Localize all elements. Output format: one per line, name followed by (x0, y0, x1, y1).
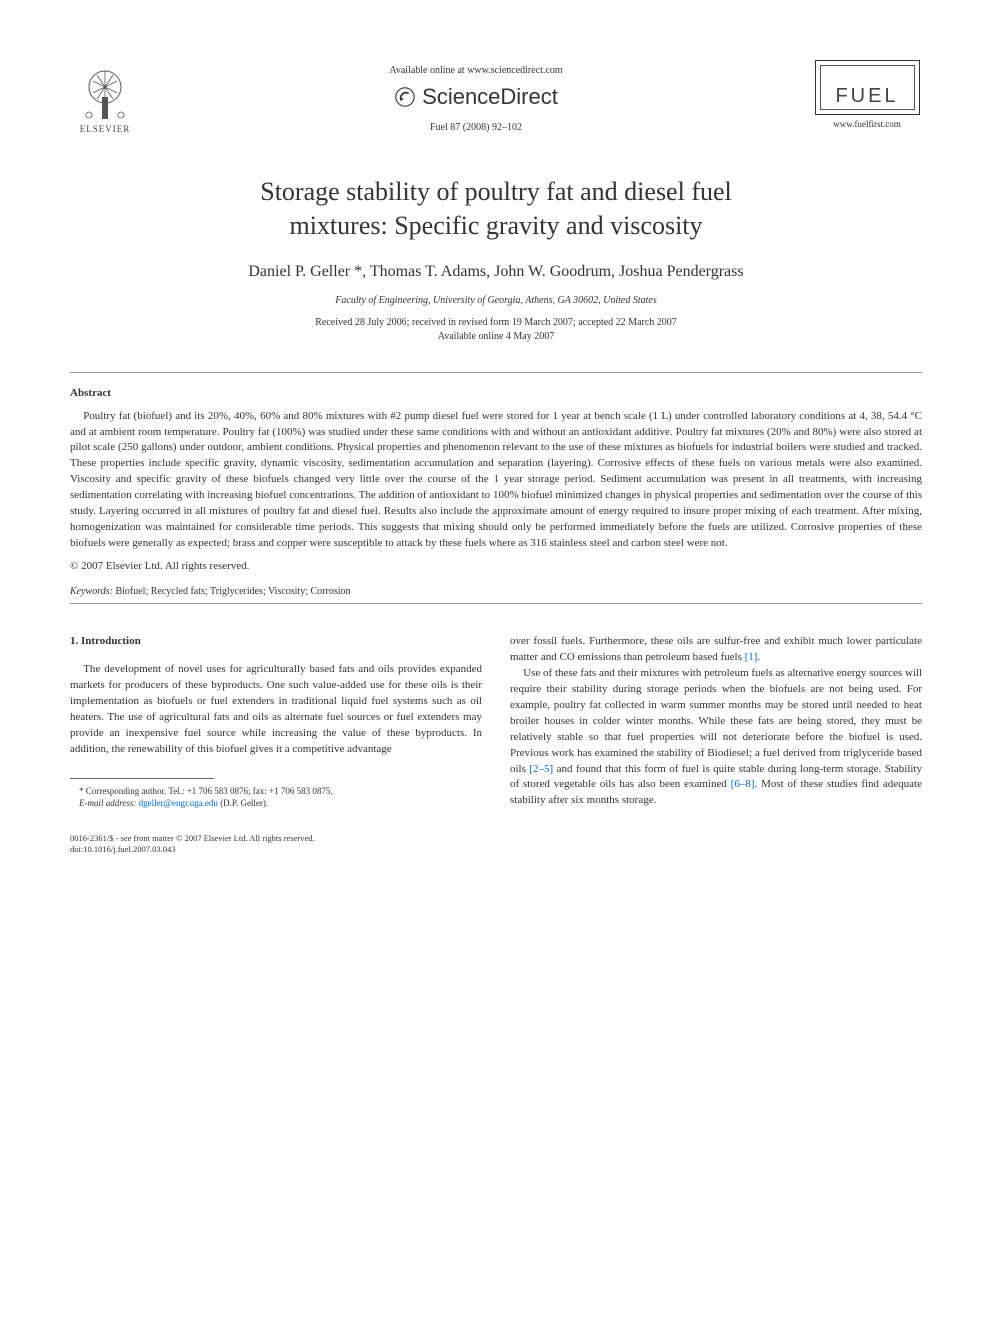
fuel-url: www.fuelfirst.com (833, 119, 900, 129)
doi-line: doi:10.1016/j.fuel.2007.03.043 (70, 844, 922, 855)
footnote-email-link[interactable]: dgeller@engr.uga.edu (139, 798, 218, 808)
abstract-heading: Abstract (70, 387, 922, 399)
page-header: ELSEVIER Available online at www.science… (70, 60, 922, 140)
fuel-journal-logo: FUEL www.fuelfirst.com (812, 60, 922, 129)
journal-reference: Fuel 87 (2008) 92–102 (140, 122, 812, 133)
affiliation: Faculty of Engineering, University of Ge… (70, 295, 922, 306)
footnote-email-suffix: (D.P. Geller). (218, 798, 268, 808)
abstract-body: Poultry fat (biofuel) and its 20%, 40%, … (70, 409, 922, 552)
front-matter-line: 0016-2361/$ - see front matter © 2007 El… (70, 833, 922, 844)
intro-paragraph-2: Use of these fats and their mixtures wit… (510, 666, 922, 809)
corresponding-author-footnote: * Corresponding author. Tel.: +1 706 583… (70, 785, 482, 809)
sciencedirect-text: ScienceDirect (422, 84, 558, 110)
introduction-heading: 1. Introduction (70, 634, 482, 650)
body-columns: 1. Introduction The development of novel… (70, 634, 922, 809)
divider-bottom (70, 603, 922, 604)
title-line-1: Storage stability of poultry fat and die… (260, 177, 732, 206)
divider-top (70, 372, 922, 373)
sciencedirect-icon (394, 86, 416, 108)
header-center: Available online at www.sciencedirect.co… (140, 60, 812, 133)
citation-link-1[interactable]: [1] (745, 651, 758, 663)
authors: Daniel P. Geller *, Thomas T. Adams, Joh… (70, 263, 922, 281)
dates-received: Received 28 July 2006; received in revis… (315, 317, 677, 328)
keywords-row: Keywords: Biofuel; Recycled fats; Trigly… (70, 586, 922, 597)
footnote-separator (70, 778, 214, 779)
citation-link-2-5[interactable]: [2–5] (529, 763, 553, 775)
footnote-tel-fax: * Corresponding author. Tel.: +1 706 583… (70, 785, 482, 797)
elsevier-tree-icon (75, 67, 135, 122)
column-left: 1. Introduction The development of novel… (70, 634, 482, 809)
footnote-email-label: E-mail address: (79, 798, 139, 808)
column-right: over fossil fuels. Furthermore, these oi… (510, 634, 922, 809)
footnote-email-line: E-mail address: dgeller@engr.uga.edu (D.… (70, 797, 482, 809)
keywords-value: Biofuel; Recycled fats; Triglycerides; V… (115, 586, 350, 597)
available-online-text: Available online at www.sciencedirect.co… (140, 65, 812, 76)
article-title: Storage stability of poultry fat and die… (130, 175, 862, 243)
sciencedirect-brand: ScienceDirect (140, 84, 812, 110)
keywords-label: Keywords: (70, 586, 113, 597)
title-line-2: mixtures: Specific gravity and viscosity (289, 211, 702, 240)
intro-paragraph-1-cont: over fossil fuels. Furthermore, these oi… (510, 634, 922, 666)
page-footer: 0016-2361/$ - see front matter © 2007 El… (70, 833, 922, 855)
elsevier-logo: ELSEVIER (70, 60, 140, 140)
citation-link-6-8[interactable]: [6–8] (731, 778, 755, 790)
abstract-copyright: © 2007 Elsevier Ltd. All rights reserved… (70, 560, 922, 572)
elsevier-label: ELSEVIER (80, 124, 131, 134)
intro-paragraph-1: The development of novel uses for agricu… (70, 662, 482, 758)
fuel-logo-text: FUEL (816, 85, 919, 108)
article-dates: Received 28 July 2006; received in revis… (70, 316, 922, 344)
dates-online: Available online 4 May 2007 (438, 331, 554, 342)
